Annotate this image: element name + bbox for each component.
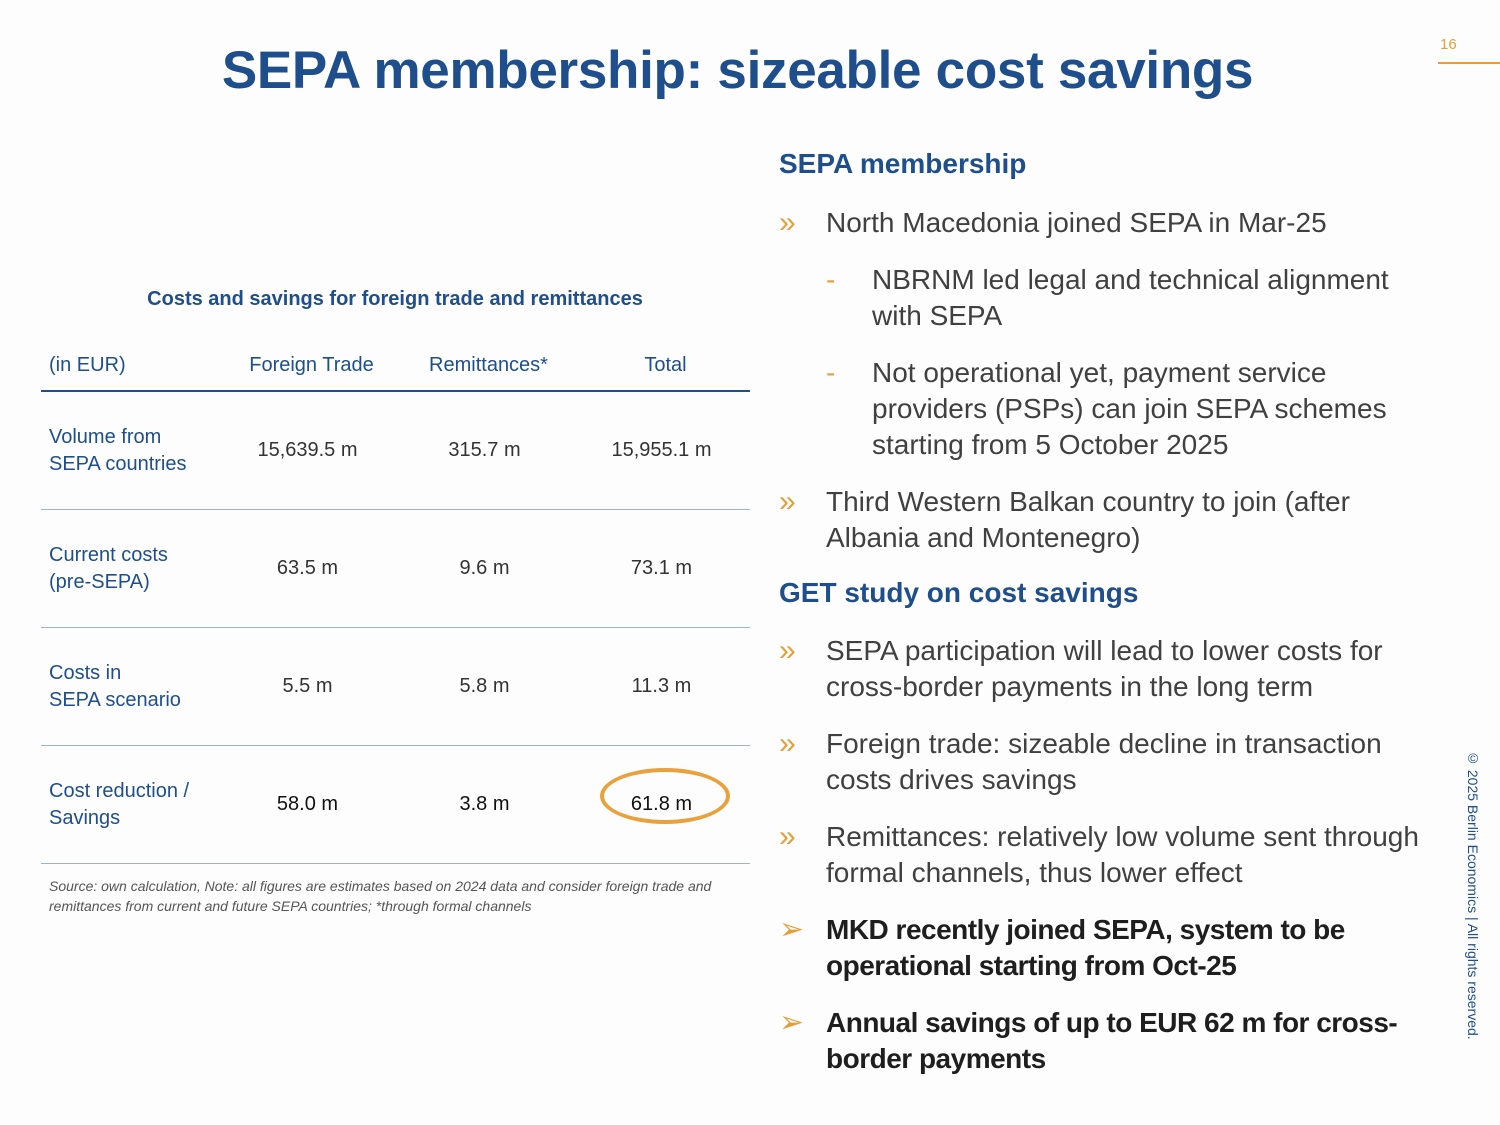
row-label: Cost reduction / Savings xyxy=(41,745,219,864)
page-number-rule xyxy=(1438,62,1500,64)
cell-remittances: 3.8 m xyxy=(396,745,573,864)
table-row-savings: Cost reduction / Savings 58.0 m 3.8 m 61.… xyxy=(41,745,750,864)
highlight-ellipse xyxy=(599,768,730,824)
bullet-item: » Foreign trade: sizeable decline in tra… xyxy=(779,727,1382,795)
cell-foreign-trade: 58.0 m xyxy=(219,745,396,864)
row-label: Volume from SEPA countries xyxy=(41,391,219,510)
page-number: 16 xyxy=(1440,36,1457,53)
cell-remittances: 315.7 m xyxy=(396,391,573,510)
chevron-icon: » xyxy=(779,634,796,667)
table-row-volume: Volume from SEPA countries 15,639.5 m 315… xyxy=(41,391,750,510)
header-remittances: Remittances* xyxy=(396,340,573,392)
cell-foreign-trade: 15,639.5 m xyxy=(219,391,396,510)
table-row-current-costs: Current costs (pre-SEPA) 63.5 m 9.6 m 73.… xyxy=(41,509,750,628)
header-unit: (in EUR) xyxy=(41,340,219,392)
cell-remittances: 9.6 m xyxy=(396,509,573,628)
chevron-icon: » xyxy=(779,727,796,760)
table-title: Costs and savings for foreign trade and … xyxy=(147,288,643,310)
row-label: Current costs (pre-SEPA) xyxy=(41,509,219,628)
cell-total: 61.8 m xyxy=(573,745,750,864)
heading-sepa-membership: SEPA membership xyxy=(779,148,1027,179)
cell-total: 11.3 m xyxy=(573,627,750,746)
cell-remittances: 5.8 m xyxy=(396,627,573,746)
source-note: Source: own calculation, Note: all figur… xyxy=(49,878,712,914)
header-total: Total xyxy=(573,340,750,392)
chevron-icon: » xyxy=(779,485,796,518)
cell-foreign-trade: 63.5 m xyxy=(219,509,396,628)
row-label: Costs in SEPA scenario xyxy=(41,627,219,746)
header-foreign-trade: Foreign Trade xyxy=(219,340,396,392)
dash-icon: - xyxy=(826,357,836,388)
sub-bullet-item: - NBRNM led legal and technical alignmen… xyxy=(826,264,1389,331)
bullet-item: » Remittances: relatively low volume sen… xyxy=(779,820,1419,888)
cost-savings-table: (in EUR) Foreign Trade Remittances* Tota… xyxy=(41,340,750,864)
table-header-row: (in EUR) Foreign Trade Remittances* Tota… xyxy=(41,340,750,392)
cell-total: 15,955.1 m xyxy=(573,391,750,510)
dash-icon: - xyxy=(826,264,836,295)
conclusion-item: ➢ Annual savings of up to EUR 62 m for c… xyxy=(779,1006,1398,1074)
arrow-icon: ➢ xyxy=(779,913,805,946)
heading-get-study: GET study on cost savings xyxy=(779,577,1139,608)
slide-title: SEPA membership: sizeable cost savings xyxy=(221,41,1254,100)
chevron-icon: » xyxy=(779,206,796,239)
bullet-item: » SEPA participation will lead to lower … xyxy=(779,634,1383,702)
sub-bullet-item: - Not operational yet, payment service p… xyxy=(826,357,1387,460)
table-row-sepa-costs: Costs in SEPA scenario 5.5 m 5.8 m 11.3 m xyxy=(41,627,750,746)
bullet-item: » North Macedonia joined SEPA in Mar-25 xyxy=(779,206,1327,239)
cell-total: 73.1 m xyxy=(573,509,750,628)
arrow-icon: ➢ xyxy=(779,1006,805,1039)
cell-foreign-trade: 5.5 m xyxy=(219,627,396,746)
conclusion-item: ➢ MKD recently joined SEPA, system to be… xyxy=(779,913,1345,981)
chevron-icon: » xyxy=(779,820,796,853)
bullet-item: » Third Western Balkan country to join (… xyxy=(779,485,1350,553)
copyright-notice: © 2025 Berlin Economics | All rights res… xyxy=(1465,750,1481,1040)
